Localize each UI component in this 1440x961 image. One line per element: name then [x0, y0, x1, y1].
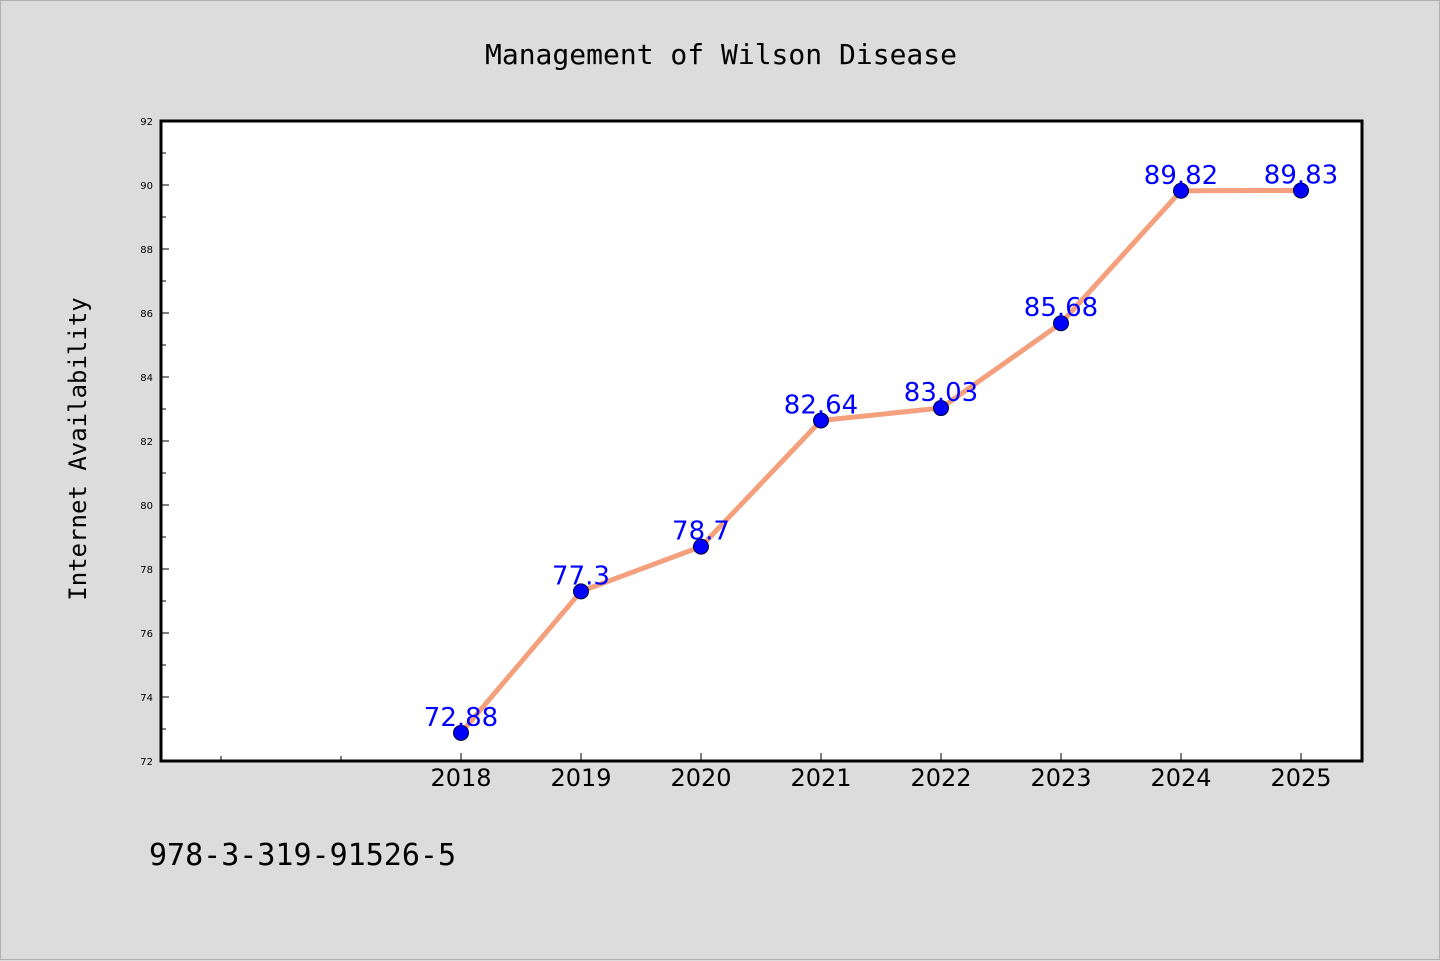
x-tick-label: 2023 — [1030, 764, 1091, 792]
x-tick-label: 2025 — [1270, 764, 1331, 792]
y-tick-label: 86 — [140, 309, 153, 320]
data-point-marker[interactable] — [1293, 182, 1309, 199]
series-line-group — [453, 182, 1309, 741]
y-axis: 72 74 76 78 80 82 84 86 88 90 92 — [140, 117, 169, 768]
chart-title: Management of Wilson Disease — [485, 38, 957, 71]
y-tick-label: 82 — [140, 437, 153, 448]
y-axis-label: Internet Availability — [64, 297, 92, 600]
data-label: 85.68 — [1024, 293, 1098, 323]
footer-isbn: 978-3-319-91526-5 — [149, 838, 456, 873]
y-tick-label: 84 — [140, 373, 153, 384]
data-label: 72.88 — [424, 703, 498, 733]
data-point-marker[interactable] — [1053, 315, 1069, 332]
data-labels-group: 72.88 77.3 78.7 82.64 83.03 85.68 89.82 89.83 — [424, 160, 1338, 732]
y-tick-label: 92 — [140, 117, 153, 128]
data-label: 78.7 — [672, 517, 730, 547]
data-point-marker[interactable] — [813, 412, 829, 429]
data-label: 82.64 — [784, 391, 858, 421]
y-tick-label: 78 — [140, 565, 153, 576]
data-point-marker[interactable] — [1173, 182, 1189, 199]
y-tick-label: 76 — [140, 629, 153, 640]
data-point-marker[interactable] — [693, 538, 709, 555]
data-point-marker[interactable] — [933, 400, 949, 417]
x-tick-label: 2021 — [790, 764, 851, 792]
data-point-marker[interactable] — [453, 724, 469, 741]
series-line — [458, 187, 1304, 736]
data-label: 89.82 — [1144, 161, 1218, 191]
x-tick-label: 2020 — [670, 764, 731, 792]
data-point-marker[interactable] — [573, 583, 589, 600]
x-tick-label: 2024 — [1150, 764, 1211, 792]
plot-area — [159, 119, 1364, 763]
y-tick-label: 90 — [140, 181, 153, 192]
x-axis: 2018 2019 2020 2021 2022 2023 2024 2025 — [220, 753, 1332, 792]
y-tick-label: 88 — [140, 245, 153, 256]
x-tick-label: 2022 — [910, 764, 971, 792]
x-tick-label: 2019 — [550, 764, 611, 792]
y-tick-label: 80 — [140, 501, 153, 512]
data-label: 77.3 — [552, 561, 610, 591]
x-tick-label: 2018 — [430, 764, 491, 792]
data-label: 89.83 — [1264, 160, 1338, 190]
y-tick-label: 74 — [140, 693, 153, 704]
data-label: 83.03 — [904, 378, 978, 408]
y-tick-label: 72 — [140, 757, 153, 768]
